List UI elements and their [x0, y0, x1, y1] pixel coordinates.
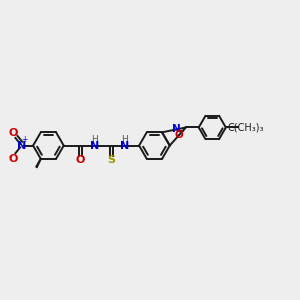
- Text: O: O: [175, 130, 184, 140]
- Text: H: H: [91, 135, 98, 144]
- Text: S: S: [107, 155, 115, 165]
- Text: N: N: [120, 141, 130, 151]
- Text: +: +: [21, 135, 28, 144]
- Text: O: O: [9, 154, 18, 164]
- Text: O: O: [9, 128, 18, 138]
- Text: C(CH₃)₃: C(CH₃)₃: [227, 122, 264, 133]
- Text: O: O: [76, 155, 85, 165]
- Text: N: N: [17, 141, 26, 151]
- Text: N: N: [90, 141, 99, 151]
- Text: -: -: [8, 152, 12, 161]
- Text: N: N: [172, 124, 181, 134]
- Text: H: H: [122, 135, 128, 144]
